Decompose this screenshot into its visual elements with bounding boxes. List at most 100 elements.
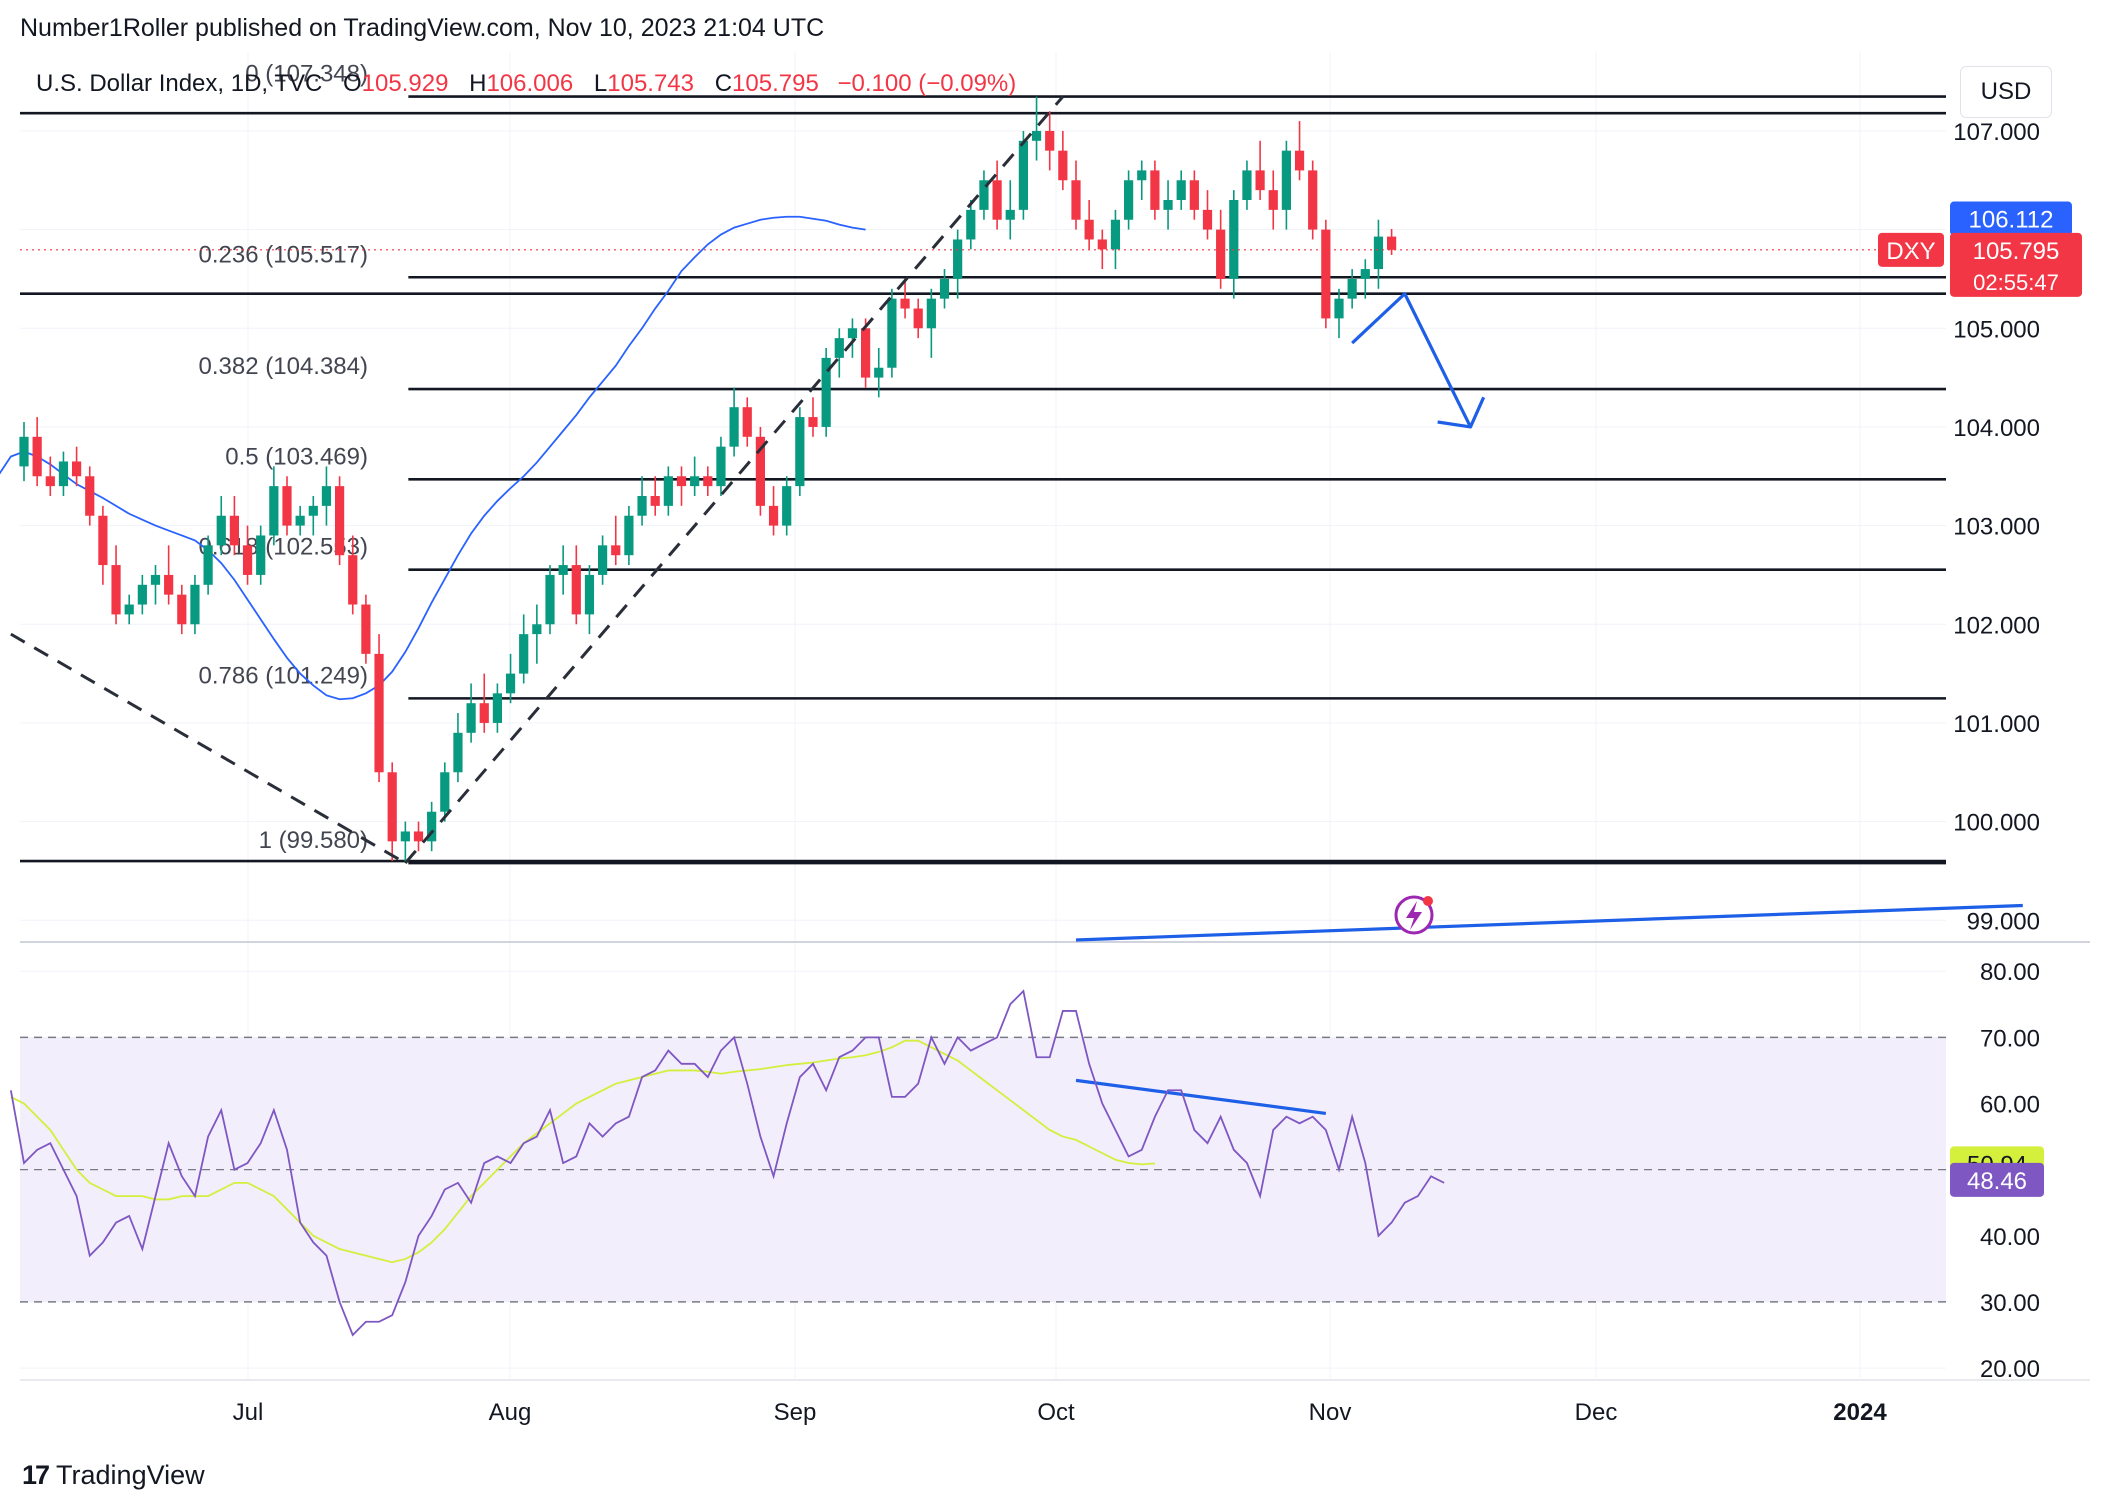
candle (150, 565, 161, 605)
candle-body (1387, 236, 1397, 250)
candle-body (229, 515, 239, 546)
candle (58, 451, 69, 496)
candle (413, 821, 424, 852)
candle-body (795, 417, 805, 487)
candle (1045, 111, 1055, 171)
candle (584, 565, 595, 635)
candle (256, 525, 266, 585)
candle-body (571, 565, 581, 615)
fib-level-label: 0.5 (103.469) (225, 443, 368, 470)
candle (966, 200, 976, 250)
rsi-tick-label: 80.00 (1980, 959, 2040, 986)
candle-body (1084, 219, 1094, 240)
candle-body (440, 772, 450, 812)
candle (124, 594, 134, 625)
ma-price-tag: 106.112 (1950, 201, 2072, 236)
candle-body (1308, 170, 1318, 230)
candle (19, 422, 29, 482)
symbol-tag-text: DXY (1886, 238, 1935, 265)
candle-body (361, 604, 371, 654)
candle-body (32, 436, 42, 477)
candle (203, 535, 213, 595)
candle-body (663, 476, 673, 506)
time-tick-label: Dec (1575, 1399, 1618, 1426)
candle-body (72, 461, 82, 477)
horizontal-lines[interactable] (20, 111, 1946, 863)
trend-drawings[interactable] (10, 95, 2023, 1116)
candle-body (532, 624, 542, 635)
candle-body (716, 446, 726, 487)
candle (663, 466, 673, 516)
time-tick-label: Nov (1309, 1399, 1352, 1426)
ma-price-tag-bg (1950, 201, 2072, 236)
candle (847, 318, 858, 358)
candle (979, 170, 989, 220)
candle (295, 505, 305, 536)
candle (532, 604, 542, 664)
candle-body (742, 407, 752, 437)
candle (1229, 190, 1239, 299)
time-tick-label: Aug (489, 1399, 532, 1426)
candle (1360, 259, 1370, 299)
tradingview-logo[interactable]: 17 TradingView (22, 1460, 205, 1491)
candle-body (1281, 150, 1291, 210)
candle (1189, 170, 1199, 220)
candle-body (808, 417, 818, 427)
candle-body (269, 486, 279, 536)
candle-body (768, 505, 779, 526)
candle (387, 762, 397, 862)
price-tick-label: 102.000 (1953, 612, 2040, 639)
lightning-icon[interactable] (1394, 895, 1434, 935)
candle-body (992, 180, 1002, 220)
candle-body (150, 574, 161, 585)
candle (466, 683, 476, 743)
candle (1255, 140, 1265, 200)
rsi-tick-label: 40.00 (1980, 1224, 2040, 1251)
high-value: 106.006 (486, 70, 574, 97)
candle (1018, 130, 1028, 220)
candle (716, 436, 726, 496)
candle-body (492, 693, 502, 723)
rsi-ma-line (10, 1039, 1155, 1264)
candle (782, 476, 792, 536)
candle (755, 426, 765, 516)
low-label: L (593, 70, 608, 97)
last-price-tag: 105.795 02:55:47 (1950, 232, 2082, 297)
lightning-bolt (1406, 901, 1422, 930)
candle-body (295, 515, 305, 526)
candle (1347, 269, 1357, 309)
open-label: O (343, 70, 362, 97)
candle-body (19, 436, 29, 467)
candle (703, 466, 713, 496)
candle (861, 318, 871, 388)
candle (690, 456, 700, 496)
currency-selector[interactable]: USD (1960, 66, 2052, 118)
candle-body (216, 515, 226, 546)
candle (742, 397, 752, 447)
candle-body (387, 772, 397, 842)
candle (1268, 170, 1278, 230)
candle (1202, 190, 1213, 240)
candle-body (650, 496, 660, 506)
open-value: 105.929 (361, 70, 449, 97)
candle (269, 466, 279, 546)
candle-body (690, 476, 700, 487)
moving-average (0, 215, 866, 701)
candle (900, 278, 910, 319)
high-label: H (469, 70, 487, 97)
candle-body (308, 505, 318, 516)
candle (177, 584, 187, 635)
candle (1005, 180, 1015, 240)
candle (335, 476, 345, 566)
candle-body (979, 180, 989, 210)
candle-body (282, 486, 292, 526)
candle-body (584, 574, 595, 615)
candle (1137, 160, 1147, 200)
tv-logo-icon: 17 (22, 1460, 50, 1490)
candle-body (1268, 190, 1278, 210)
price-axis[interactable]: 99.000 100.000 101.000 102.000 103.000 104.00… (20, 119, 2082, 1383)
time-axis[interactable]: Jul Aug Sep Oct Nov Dec 2024 (233, 1399, 1888, 1426)
price-tick-label: 103.000 (1953, 514, 2040, 541)
symbol-legend: U.S. Dollar Index, 1D, TVC O105.929 H106… (36, 70, 1016, 98)
